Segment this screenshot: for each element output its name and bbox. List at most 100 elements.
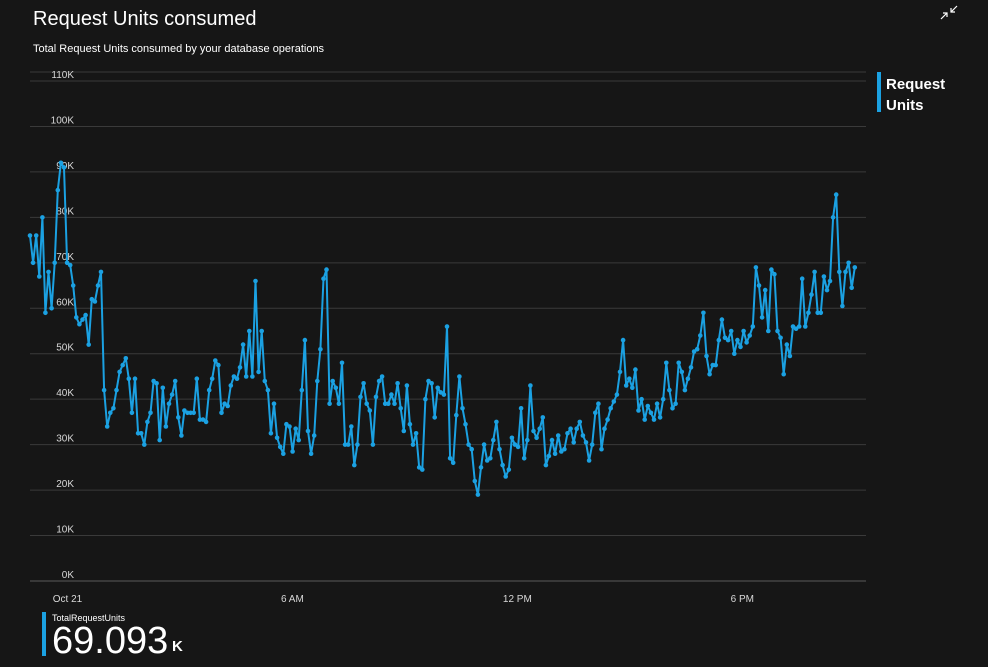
data-point — [725, 337, 731, 343]
data-point — [766, 328, 771, 334]
data-point — [654, 401, 660, 407]
data-point — [846, 260, 851, 266]
data-point — [55, 187, 61, 193]
data-point — [142, 442, 147, 447]
data-point — [531, 428, 536, 434]
data-point — [444, 324, 450, 329]
data-point — [503, 474, 509, 479]
data-point — [74, 315, 79, 320]
data-point — [698, 333, 703, 338]
y-tick-label: 100K — [51, 115, 75, 126]
data-point — [580, 433, 586, 438]
data-point — [849, 285, 854, 291]
data-point — [494, 419, 499, 425]
data-point — [537, 426, 542, 432]
data-point — [497, 446, 502, 452]
data-point — [830, 215, 836, 220]
data-point — [179, 433, 184, 438]
data-point — [305, 428, 311, 434]
data-point — [318, 346, 323, 352]
data-point — [83, 312, 88, 318]
data-point — [345, 442, 351, 447]
data-point — [827, 278, 833, 284]
data-point — [206, 387, 212, 393]
data-point — [639, 396, 644, 402]
data-point — [386, 401, 391, 407]
data-point — [549, 437, 555, 443]
data-point — [86, 342, 91, 347]
data-point — [818, 310, 824, 316]
data-point — [324, 267, 329, 272]
x-tick-label: 6 AM — [281, 594, 304, 605]
data-point — [475, 492, 481, 497]
collapse-button[interactable] — [938, 4, 960, 22]
data-point — [398, 406, 404, 411]
data-point — [213, 358, 218, 363]
legend-color-swatch — [877, 72, 881, 112]
data-point — [500, 462, 505, 468]
data-point — [166, 401, 172, 407]
data-point — [750, 324, 756, 329]
data-point — [694, 346, 700, 352]
data-point — [315, 378, 320, 384]
data-point — [253, 278, 258, 284]
data-point — [339, 360, 345, 366]
y-tick-label: 10K — [56, 525, 74, 536]
summary-value: 69.093 — [52, 620, 169, 662]
data-point — [664, 360, 669, 366]
data-point — [738, 344, 743, 350]
y-tick-label: 0K — [62, 570, 75, 581]
chart-title: Request Units consumed — [33, 8, 257, 30]
data-point — [101, 387, 107, 393]
legend[interactable]: Request Units — [877, 72, 982, 114]
data-point — [593, 410, 598, 416]
data-point — [728, 328, 734, 334]
data-point — [330, 378, 336, 384]
data-point — [716, 337, 722, 343]
data-point — [630, 385, 635, 391]
data-point — [392, 401, 397, 407]
data-point — [806, 310, 811, 316]
data-point — [673, 401, 678, 407]
data-point — [679, 369, 685, 375]
data-point — [364, 401, 370, 407]
data-point — [98, 269, 104, 275]
data-point — [540, 415, 546, 420]
data-point — [589, 442, 595, 447]
data-point — [308, 451, 314, 457]
y-tick-label: 20K — [56, 479, 74, 490]
data-point — [636, 408, 641, 413]
data-point — [40, 215, 45, 220]
data-point — [685, 376, 691, 382]
data-point — [713, 362, 718, 368]
data-point — [336, 401, 342, 407]
data-point — [583, 440, 589, 445]
data-point — [367, 408, 373, 413]
data-point — [407, 421, 413, 427]
data-point — [756, 283, 762, 288]
data-point — [518, 406, 524, 411]
data-point — [70, 283, 76, 288]
y-tick-label: 30K — [56, 434, 74, 445]
data-point — [608, 406, 613, 411]
data-point — [627, 376, 632, 382]
data-point — [565, 431, 570, 436]
data-point — [586, 458, 592, 463]
data-point — [577, 419, 583, 425]
data-point — [67, 262, 73, 268]
data-point — [225, 403, 230, 409]
data-point — [145, 419, 150, 425]
data-point — [843, 269, 848, 275]
data-point — [701, 310, 706, 316]
data-point — [775, 328, 780, 334]
data-point — [265, 387, 271, 393]
data-point — [92, 299, 98, 304]
data-point — [429, 381, 434, 386]
data-point — [515, 444, 521, 450]
data-point — [259, 328, 265, 334]
data-point — [293, 426, 299, 432]
data-point — [327, 401, 332, 407]
data-point — [49, 306, 54, 311]
data-point — [191, 410, 196, 416]
data-point — [361, 381, 366, 386]
